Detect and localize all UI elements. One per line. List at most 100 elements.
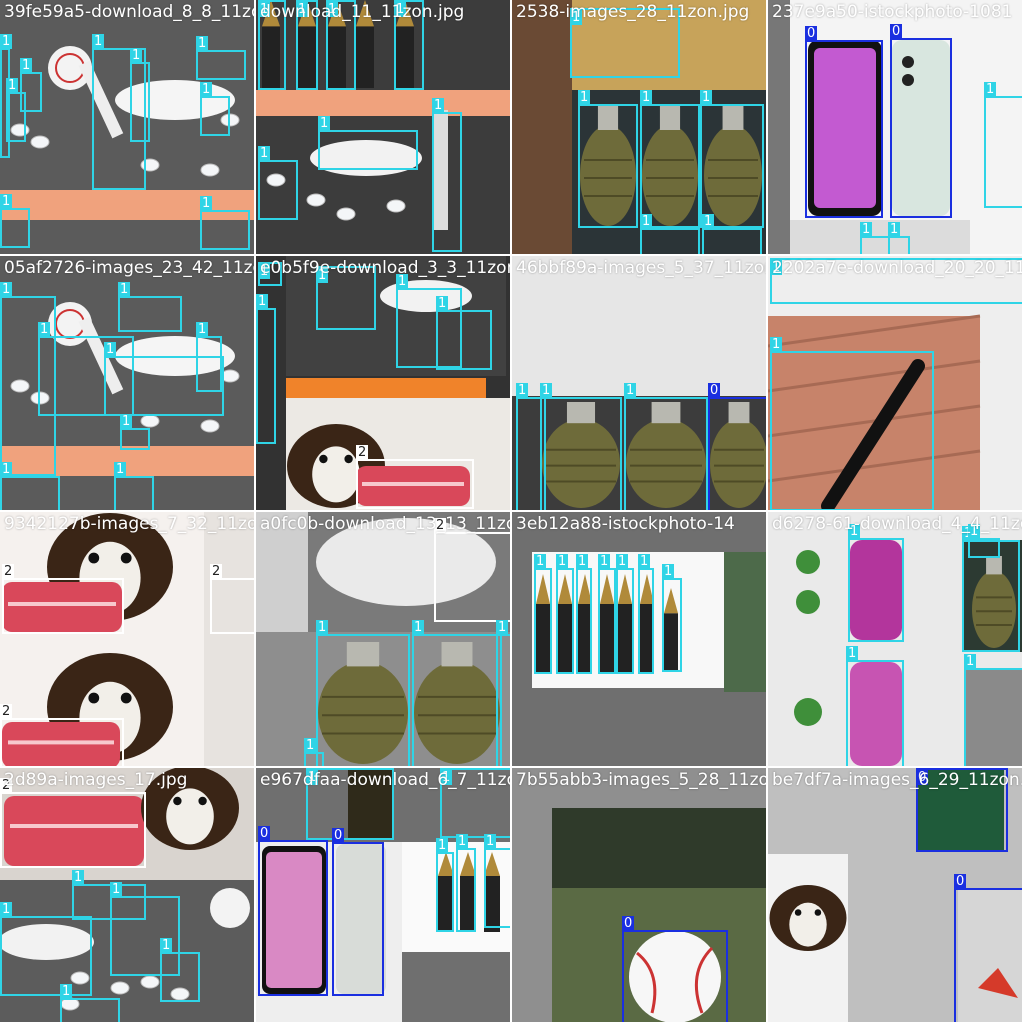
bounding-box: 2 [356, 445, 474, 509]
bounding-box: 1 [318, 116, 418, 170]
class-label: 1 [578, 90, 591, 105]
class-label: 0 [805, 26, 818, 41]
bounding-box: 1 [412, 620, 502, 766]
class-label: 1 [130, 48, 143, 63]
tile-image [768, 256, 1022, 510]
class-label: 1 [316, 620, 329, 635]
bounding-box: 1 [456, 834, 476, 932]
class-label: 1 [318, 116, 331, 131]
class-label: 0 [954, 874, 967, 889]
class-label: 1 [104, 342, 117, 357]
mosaic-tile: 1 1 1 1 1 1 2538-images_28_11zon.jpg [512, 0, 768, 256]
bounding-box: 1 [60, 984, 120, 1022]
bounding-box: 1 [258, 0, 286, 90]
bounding-box: 1 [534, 554, 552, 674]
bounding-box: 1 [964, 654, 1022, 766]
class-label: 1 [160, 938, 173, 953]
mosaic-tile: 11111d6278-61-download_4_4_11zon.jpg [768, 512, 1024, 768]
class-label: 1 [702, 214, 715, 229]
tile-image [256, 512, 510, 766]
tile-image [512, 0, 766, 254]
bounding-box: 0 [622, 916, 728, 1022]
bounding-box: 1 [326, 0, 356, 90]
class-label: 1 [0, 902, 13, 917]
bounding-box: 1 [770, 258, 1022, 304]
bounding-box: 0 [332, 828, 384, 996]
class-label: 0 [916, 770, 929, 785]
bounding-box: 1 [258, 146, 298, 220]
bounding-box: 1 [394, 0, 424, 90]
mosaic-tile: 0 0 be7df7a-images_6_29_11zon.jpg [768, 768, 1024, 1024]
bounding-box: 1 [638, 554, 654, 674]
mosaic-tile: 2 1 1 1 1 1 2d89a-images_17.jpg [0, 768, 256, 1024]
class-label: 0 [890, 24, 903, 39]
bounding-box: 1 [578, 90, 638, 228]
bounding-box: 1 [200, 196, 250, 250]
class-label: 1 [412, 620, 425, 635]
class-label: 1 [436, 296, 449, 311]
class-label: 1 [456, 834, 469, 849]
bounding-box: 1 [888, 222, 910, 254]
class-label: 2 [0, 778, 13, 793]
class-label: 1 [0, 34, 13, 49]
bounding-box: 1 [6, 78, 26, 142]
class-label: 1 [316, 268, 329, 283]
class-label: 1 [616, 554, 629, 569]
tile-image [768, 0, 1022, 254]
bounding-box: 1 [118, 282, 182, 332]
class-label: 1 [984, 82, 997, 97]
bounding-box: 2 [0, 704, 124, 766]
class-label: 1 [256, 294, 269, 309]
class-label: 1 [860, 222, 873, 237]
bounding-box: 1 [846, 646, 904, 766]
class-label: 1 [38, 322, 51, 337]
class-label: 1 [306, 770, 319, 785]
class-label: 2 [2, 564, 15, 579]
tile-image [0, 512, 254, 766]
class-label: 0 [332, 828, 345, 843]
bounding-box: 1 [640, 214, 700, 254]
bounding-box: 0 [916, 768, 1008, 852]
bounding-box: 1 [200, 82, 230, 136]
class-label: 1 [196, 36, 209, 51]
class-label: 1 [396, 274, 409, 289]
tile-image [0, 768, 254, 1022]
class-label: 1 [968, 524, 981, 539]
bounding-box: 1 [598, 554, 616, 674]
class-label: 1 [258, 146, 271, 161]
tile-image [0, 256, 254, 510]
bounding-box: 1 [496, 620, 510, 766]
class-label: 2 [210, 564, 223, 579]
class-label: 2 [434, 518, 447, 533]
class-label: 1 [848, 524, 861, 539]
class-label: 1 [110, 882, 123, 897]
bounding-box: 1 [306, 768, 394, 840]
class-label: 1 [0, 282, 13, 297]
class-label: 1 [576, 554, 589, 569]
bounding-box: 1 [702, 214, 762, 254]
class-label: 1 [484, 834, 497, 849]
class-label: 1 [440, 770, 453, 785]
bounding-box: 1 [104, 342, 224, 416]
class-label: 1 [72, 870, 85, 885]
class-label: 1 [92, 34, 105, 49]
class-label: 1 [296, 2, 309, 17]
bounding-box: 1 [258, 262, 282, 286]
bounding-box: 1 [540, 383, 622, 510]
bounding-box: 1 [92, 34, 146, 190]
bounding-box: 1 [316, 266, 376, 330]
class-label: 0 [622, 916, 635, 931]
bounding-box: 2 [434, 518, 510, 622]
bounding-box: 1 [436, 838, 454, 932]
bounding-box: 1 [860, 222, 890, 254]
class-label: 1 [638, 554, 651, 569]
bounding-box: 1 [0, 194, 30, 248]
bounding-box: 1 [0, 282, 56, 476]
bounding-box: 1 [484, 834, 510, 928]
class-label: 1 [6, 78, 19, 93]
